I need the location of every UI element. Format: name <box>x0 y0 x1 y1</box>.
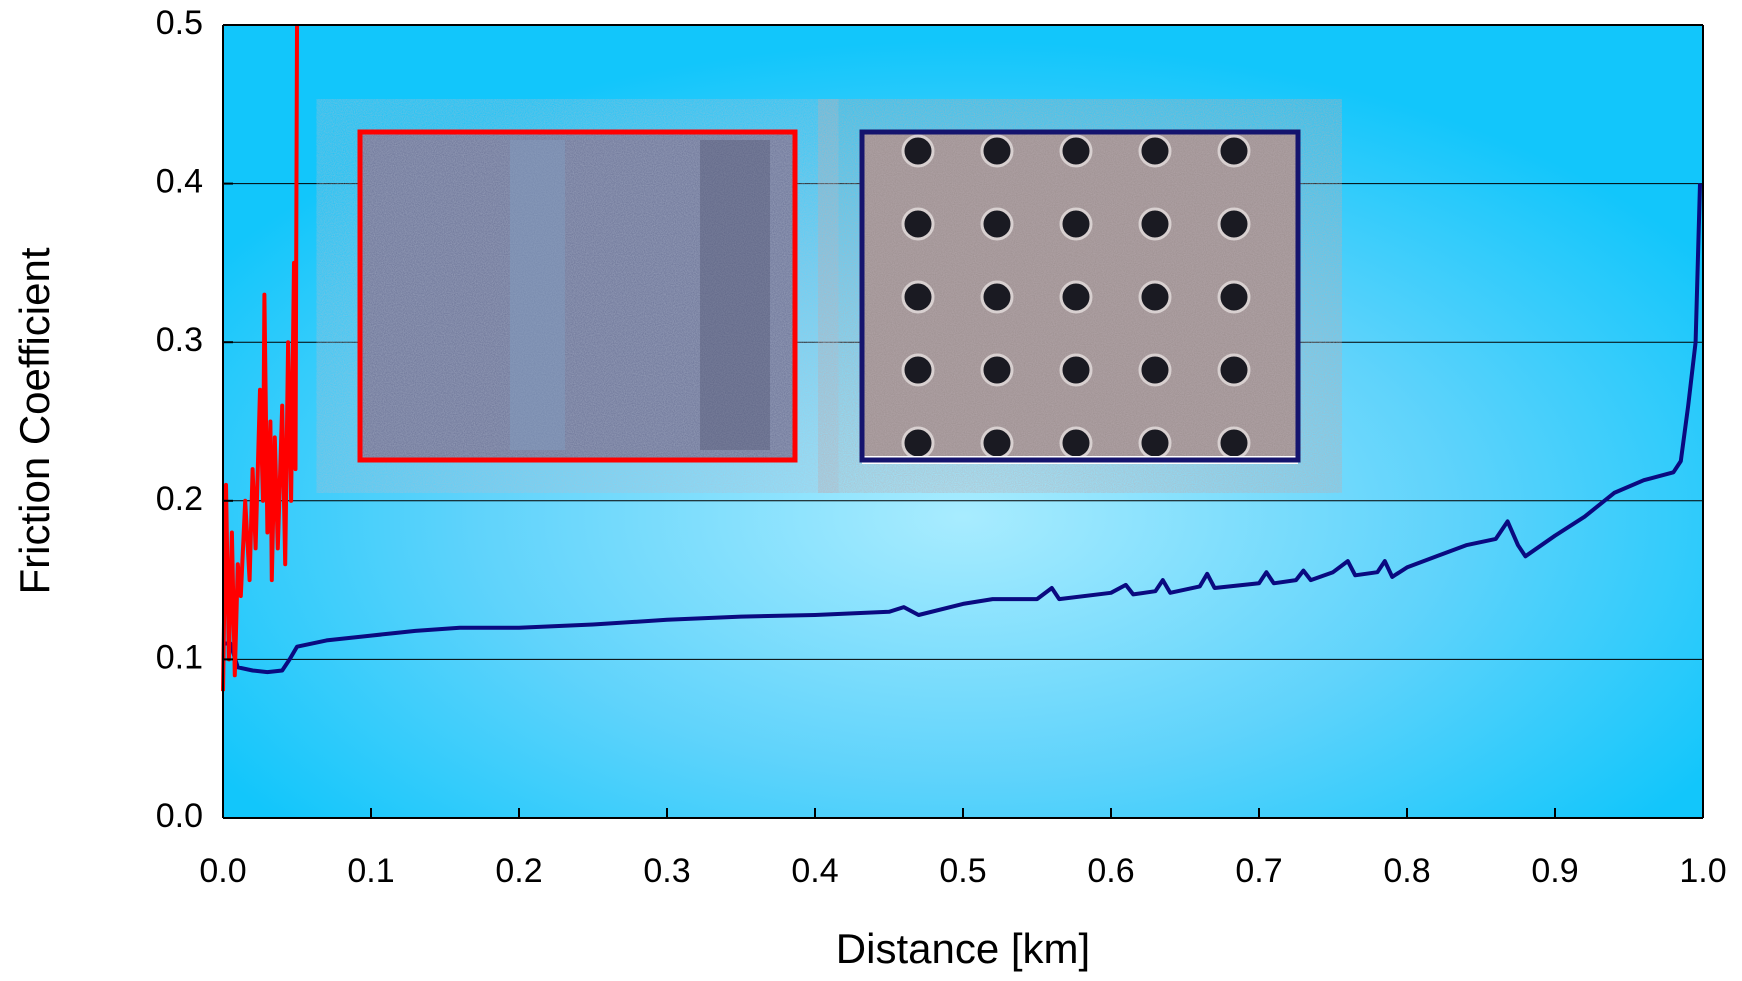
inset-dot <box>1138 353 1172 387</box>
x-tick-label: 0.7 <box>1235 852 1282 890</box>
inset-dot <box>980 207 1014 241</box>
x-tick-label: 1.0 <box>1679 852 1726 890</box>
inset-dot <box>1217 280 1251 314</box>
inset-dot <box>1059 280 1093 314</box>
inset-dot <box>1138 426 1172 460</box>
inset-dot <box>1138 280 1172 314</box>
x-tick-label: 0.8 <box>1383 852 1430 890</box>
x-axis-label: Distance [km] <box>836 925 1090 972</box>
x-tick-label: 0.6 <box>1087 852 1134 890</box>
inset-dot <box>901 207 935 241</box>
x-tick-label: 0.9 <box>1531 852 1578 890</box>
series-line <box>221 24 299 692</box>
inset-dot <box>980 353 1014 387</box>
inset-dot <box>1059 207 1093 241</box>
y-axis-label: Friction Coefficient <box>11 247 58 594</box>
inset-dot <box>1217 426 1251 460</box>
y-tick-label: 0.2 <box>156 480 203 518</box>
series-line <box>223 183 1702 675</box>
x-tick-label: 0.4 <box>791 852 838 890</box>
inset-dot <box>1217 207 1251 241</box>
y-tick-label: 0.1 <box>156 638 203 676</box>
inset-dot <box>901 426 935 460</box>
inset-dot <box>901 134 935 168</box>
x-tick-label: 0.2 <box>495 852 542 890</box>
y-tick-label: 0.0 <box>156 797 203 835</box>
inset-blue-frame <box>859 129 1301 463</box>
x-tick-label: 0.3 <box>643 852 690 890</box>
x-tick-label: 0.5 <box>939 852 986 890</box>
x-tick-label: 0.1 <box>347 852 394 890</box>
inset-dot <box>980 426 1014 460</box>
x-tick-label: 0.0 <box>199 852 246 890</box>
lines <box>221 24 1702 692</box>
inset-dot <box>901 353 935 387</box>
inset-dot <box>1138 134 1172 168</box>
inset-dot <box>1059 134 1093 168</box>
inset-blue <box>862 132 1298 464</box>
inset-dot <box>1059 353 1093 387</box>
inset-dot <box>980 280 1014 314</box>
inset-dot <box>901 280 935 314</box>
inset-red <box>357 129 798 463</box>
inset-dot <box>1217 353 1251 387</box>
inset-dot <box>1217 134 1251 168</box>
inset-dot <box>1059 426 1093 460</box>
inset-dot <box>1138 207 1172 241</box>
y-tick-label: 0.5 <box>156 4 203 42</box>
inset-dot <box>980 134 1014 168</box>
y-tick-label: 0.3 <box>156 321 203 359</box>
y-tick-label: 0.4 <box>156 163 203 201</box>
